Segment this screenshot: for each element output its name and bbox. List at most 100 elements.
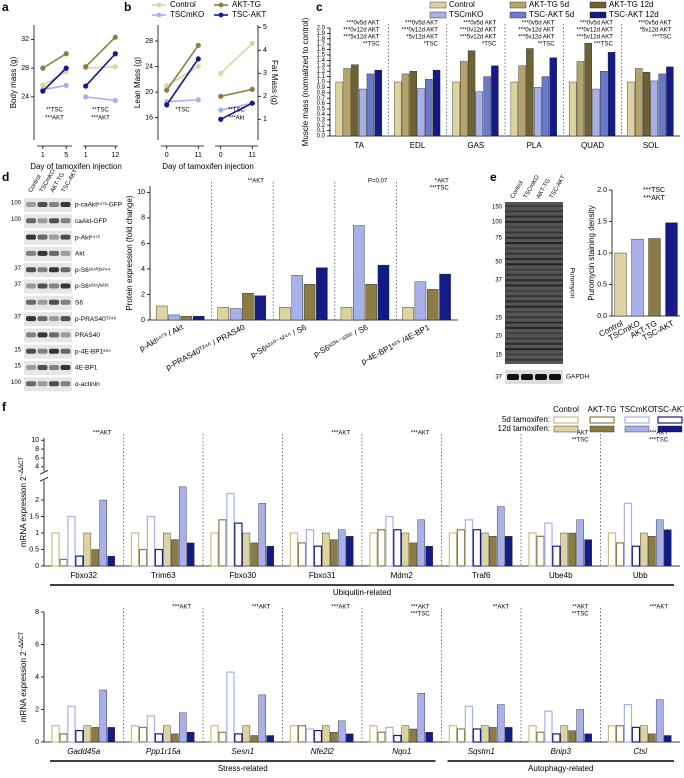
bar [472,728,482,743]
mw-label: 100 [11,380,22,386]
point [218,93,224,99]
mw-label: 37 [495,375,502,381]
blot-band [37,316,48,322]
annotation: ***0v5d AKT [405,21,438,27]
blot-band [37,234,48,240]
legend-marker [156,12,162,18]
mw-label: 15 [495,353,502,359]
blot-band [49,299,59,305]
bar [393,81,402,137]
y-tick-label: 0.5 [597,281,607,288]
blot-band [505,358,563,361]
x-tick-label: PLA [527,141,543,150]
point [195,97,201,103]
bar [401,532,410,567]
bar [337,720,346,743]
bar [528,725,537,743]
x-tick-label: GAS [467,141,484,150]
annotation: ***AKT [649,605,668,611]
y-tick-label: 20 [145,89,153,96]
annotation: ***AKT [411,605,430,611]
x-tick-label: Fbxo30 [229,571,256,580]
y-tick-label: 28 [145,38,153,45]
legend-marker [218,2,224,8]
bar [456,529,466,567]
x-axis-label: Day of tamoxifen injection [30,162,122,171]
blot-row-label: p-S6ˢ²⁴⁰/ˢ²⁴⁴ [75,266,110,274]
annotation: ***AKT [45,116,64,122]
axis-break [39,469,49,475]
legend-label: AKT-TG 5d [529,0,569,9]
x-tick-label: Ppp1r15a [146,747,181,756]
annotation: *TSC [482,42,497,48]
y-tick-label: 8 [35,446,39,453]
annotation: ***TSC [643,187,665,194]
x-tick-label: 5 [64,152,68,159]
bar [623,502,633,567]
bar [549,57,557,137]
point [195,63,201,70]
annotation: **TSC [572,438,589,444]
blot-band [49,234,59,240]
point [164,102,170,108]
bar [303,284,316,321]
legend-swatch [553,416,579,424]
bar [229,308,242,321]
blot-band [26,365,36,370]
annotation: **TSC [92,108,109,114]
y-tick-label: 0 [35,563,39,570]
blot-band [26,332,36,338]
bar [584,733,592,743]
series-line [85,96,116,102]
bar [655,519,664,567]
y-axis-label-sup: −ΔΔCT [19,632,25,652]
bar [496,704,505,743]
legend-swatch [624,416,650,424]
bar [393,529,402,567]
legend-swatch [429,11,447,19]
bar [631,238,644,317]
x-axis-label: Day of tamoxifen injection [162,162,254,171]
y-tick-label: 1.7 [317,42,326,48]
blot-band [535,374,547,380]
x-tick-label: 1 [41,152,45,159]
y-tick-label: 2 [35,497,39,504]
axis-break [39,476,49,482]
blot-row-label: α-actinin [75,381,100,388]
annotation: **AKT [572,605,589,611]
annotation: ***AKT [172,605,191,611]
legend-column: Control [553,405,579,414]
y2-tick-label: 1 [263,116,267,123]
bar [666,66,674,137]
blot-band [505,305,563,308]
blot-band [37,250,48,256]
x-tick-label: 12 [111,152,119,159]
blot-band [37,218,48,224]
annotation: ***AKT [643,195,666,202]
blot-strip [24,312,72,327]
blot-band [49,381,59,387]
blot-strip [24,344,72,359]
legend-column: TSC-AKT [653,405,684,414]
bar [648,536,656,567]
y-axis-label-text: Body mass (g) [9,56,18,108]
y-tick-label: 4 [141,266,145,273]
point [63,82,69,88]
bar [138,548,148,567]
bar [615,542,625,567]
y-axis-label-sup: −ΔΔCT [19,457,25,477]
blot-band [37,267,48,273]
annotation: *AKT [435,179,449,185]
blot-band [505,348,563,351]
series-line [220,102,253,121]
y-tick-label: 10 [137,189,145,196]
annotation: *TSC [175,108,190,114]
blot-band [505,321,563,324]
y-axis-label-text: Protein expression (fold change) [125,195,134,311]
blot-band [505,215,563,218]
annotation: ***Akt [229,116,245,122]
y2-tick-label: 3 [263,70,267,77]
annotation: ***TSC [649,438,669,444]
y-tick-label: 8 [35,609,39,616]
point [249,86,255,92]
